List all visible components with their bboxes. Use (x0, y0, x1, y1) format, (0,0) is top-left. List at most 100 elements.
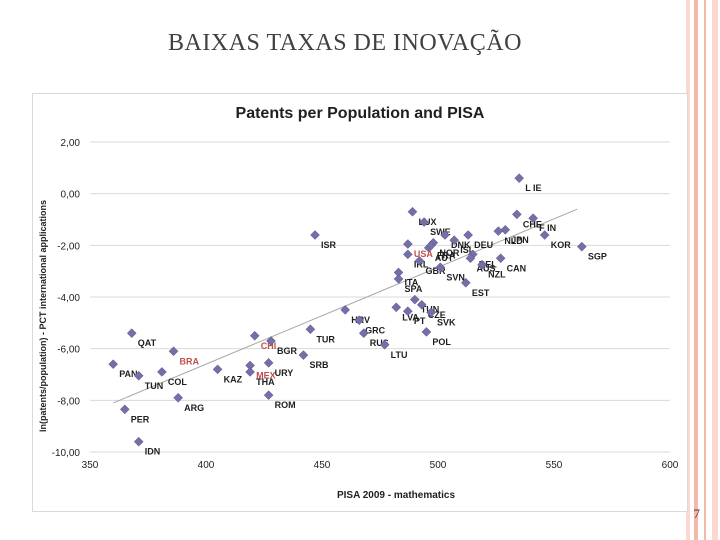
data-point (421, 327, 432, 337)
data-point-label: QAT (138, 338, 157, 348)
data-point (126, 328, 137, 339)
data-point (379, 339, 390, 350)
data-point-label: URY (275, 368, 294, 378)
data-point-label: MEX (256, 370, 276, 380)
data-point (402, 239, 413, 249)
data-point-label: BGR (277, 346, 298, 356)
x-tick-label: 350 (82, 460, 99, 471)
y-tick-label: 0,00 (61, 190, 81, 201)
data-point-label: COL (168, 377, 188, 387)
data-point-label: EST (472, 288, 490, 298)
data-point (173, 392, 184, 403)
x-tick-label: 450 (314, 460, 331, 471)
data-point (391, 302, 402, 313)
x-axis-ticks: 350 400 450 500 550 600 (82, 460, 679, 471)
data-point-label: BRA (180, 356, 200, 366)
data-point-label: KAZ (224, 374, 243, 384)
data-point-label: SRB (309, 360, 329, 370)
chart-frame: Patents per Population and PISA 2,00 0,00… (32, 93, 688, 512)
data-point-label: PAN (119, 369, 137, 379)
data-point-label: AUS (476, 263, 495, 273)
data-point-label: USA (414, 249, 434, 259)
data-point-label: CHI (261, 341, 277, 351)
data-point (419, 217, 429, 227)
data-point-label: NLD (504, 236, 523, 246)
data-point (576, 241, 587, 252)
data-point (266, 336, 276, 346)
x-tick-label: 600 (662, 460, 679, 471)
data-point-label: IRL (414, 259, 429, 269)
data-point (133, 436, 144, 447)
y-axis-label: ln(patents/population) - PCT internation… (38, 200, 48, 432)
scatter-chart: Patents per Population and PISA 2,00 0,00… (38, 105, 679, 501)
data-point-label: TUR (316, 334, 335, 344)
data-point-label: POL (432, 337, 451, 347)
data-point (305, 324, 316, 335)
data-point (354, 315, 364, 326)
data-point-label: ROM (275, 400, 296, 410)
data-point (426, 307, 436, 318)
slide-title: BAIXAS TAXAS DE INOVAÇÃO (168, 30, 522, 56)
x-tick-label: 400 (198, 460, 215, 471)
data-point-label: PER (131, 414, 150, 424)
data-point-label: TUN (145, 381, 164, 391)
data-point-label: NZL (488, 270, 506, 280)
data-point (416, 299, 427, 310)
data-point-label: NOR (439, 248, 460, 258)
y-tick-label: -8,00 (57, 396, 80, 407)
data-point (133, 370, 144, 381)
data-point (493, 226, 504, 236)
data-point-label: ITA (405, 277, 419, 287)
data-point (460, 277, 471, 288)
data-point (435, 262, 446, 273)
data-point-label: SPA (405, 284, 423, 294)
decorative-stripe-2 (694, 0, 698, 540)
data-point-label: F IN (539, 223, 556, 233)
data-point-label: DEU (474, 240, 493, 250)
data-point (495, 253, 506, 264)
data-point (449, 235, 460, 246)
data-point (168, 346, 179, 357)
data-point (108, 359, 119, 370)
data-point-label: ISR (321, 240, 337, 250)
data-point (249, 330, 260, 341)
x-axis-label: PISA 2009 - mathematics (337, 490, 455, 501)
decorative-stripe-1 (686, 0, 690, 540)
data-point-label: FRA (437, 250, 456, 260)
data-point-label: DNK (451, 240, 471, 250)
data-point (414, 255, 425, 266)
y-tick-label: -2,00 (57, 241, 80, 252)
data-point (393, 274, 404, 284)
data-point-label: LTU (391, 350, 408, 360)
data-point-label: PT (414, 316, 426, 326)
data-point (440, 230, 450, 240)
data-point-label: SVN (446, 272, 465, 282)
data-point-label: SVK (437, 318, 456, 328)
data-point-label: ISL (460, 245, 475, 255)
gridlines (90, 141, 670, 453)
data-point-label: GRC (365, 325, 386, 335)
x-tick-label: 500 (430, 460, 447, 471)
data-point-label: AUT (435, 253, 454, 263)
data-point-label: GBR (425, 266, 446, 276)
data-point (463, 230, 474, 240)
data-point (514, 173, 525, 184)
data-point (500, 224, 511, 235)
data-point (119, 404, 130, 415)
data-point (407, 206, 418, 217)
data-point-label: ARG (184, 403, 204, 413)
data-point-label: KOR (551, 240, 572, 250)
data-point (245, 367, 255, 377)
data-point (263, 358, 274, 368)
data-point (157, 367, 167, 377)
data-point (212, 364, 223, 375)
y-tick-label: -6,00 (57, 345, 80, 356)
y-tick-label: 2,00 (61, 138, 81, 149)
data-point-label: CAN (507, 263, 527, 273)
y-tick-label: -10,00 (52, 448, 81, 459)
data-point-label: CZE (428, 310, 446, 320)
data-point (340, 305, 351, 315)
data-point-label: IDN (145, 447, 161, 457)
data-point-label: SWE (430, 227, 451, 237)
